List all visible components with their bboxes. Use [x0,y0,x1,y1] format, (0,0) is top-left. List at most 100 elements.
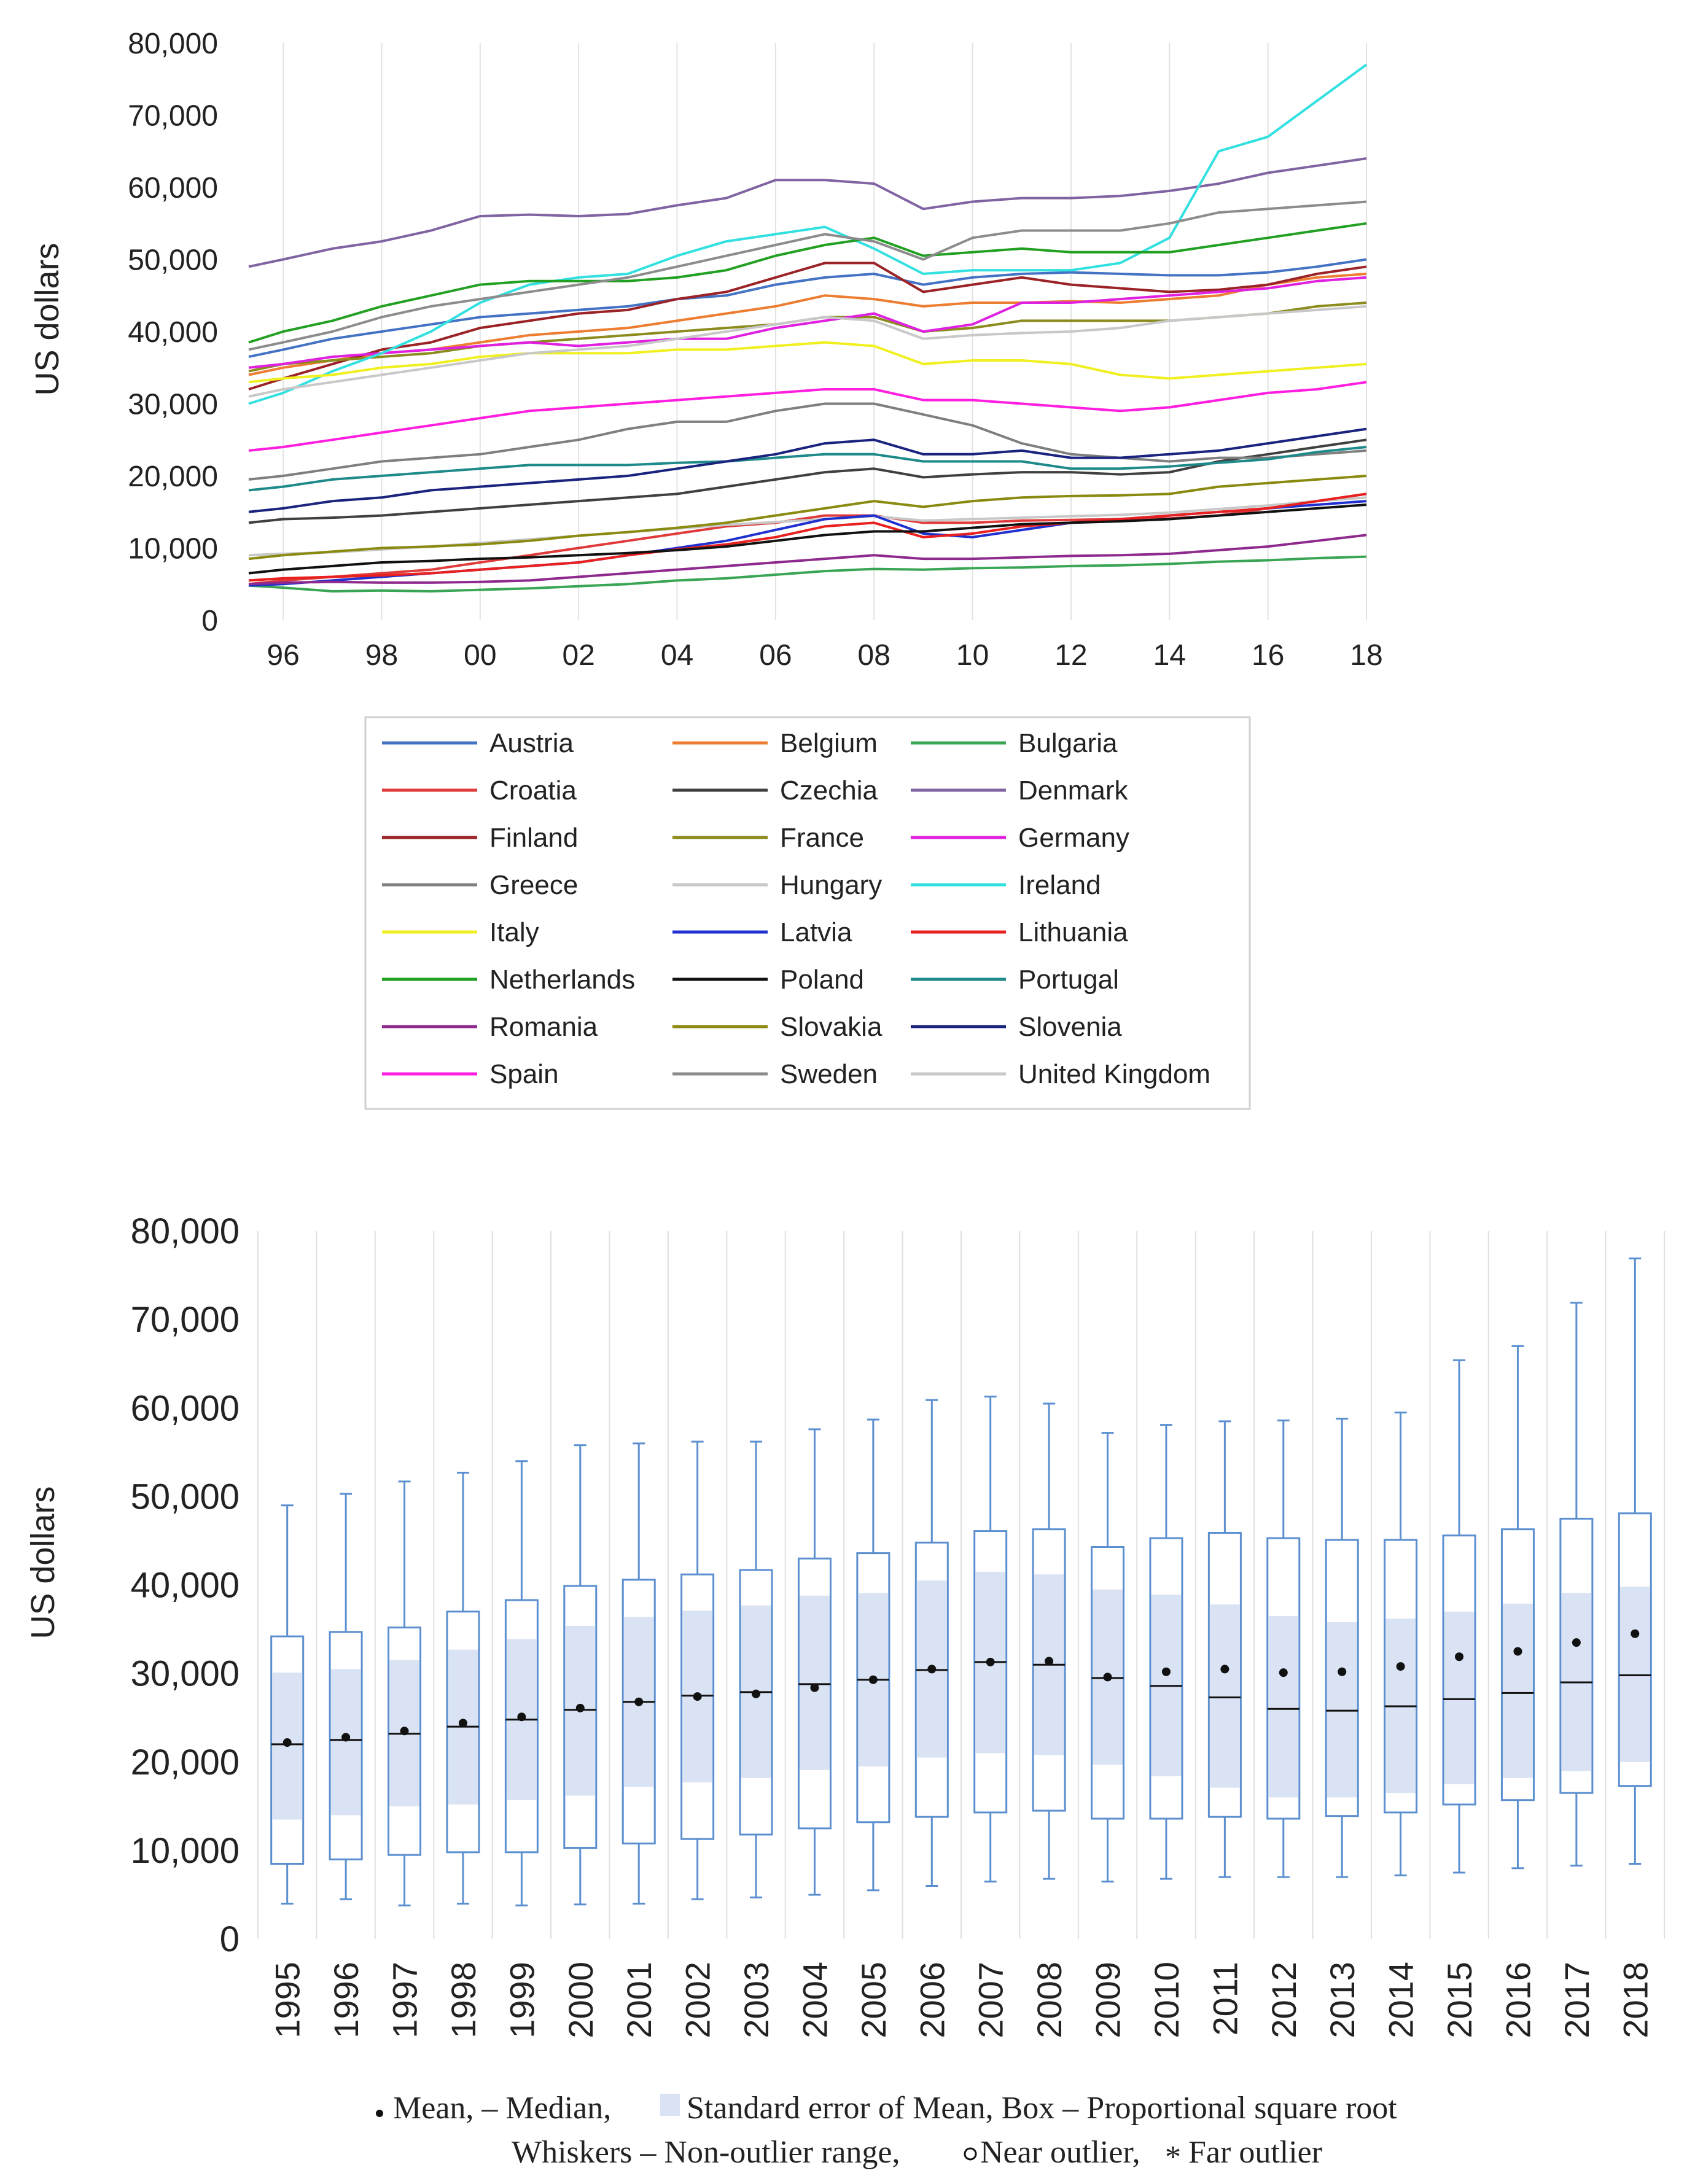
series-line [248,276,1367,369]
se-band [330,1669,361,1816]
legend-entry: France [780,823,864,853]
series-line [248,262,1367,391]
x-tick-label: 02 [562,639,594,672]
box [563,1585,598,1849]
y-tick-label: 20,000 [131,1743,240,1782]
mean-point [400,1727,409,1736]
box [622,1579,656,1844]
box-plot-y-axis-label: US dollars [25,1486,61,1639]
caption-se-box: Standard error of Mean, Box – Proportion… [687,2091,1397,2126]
line-chart-series [248,63,1368,593]
series-line [248,381,1367,452]
x-tick-label: 2007 [972,1962,1010,2038]
far-outlier-icon: * [1165,2140,1181,2175]
series-line [248,492,1367,582]
mean-point [810,1683,819,1692]
mean-point [1279,1668,1288,1677]
y-tick-label: 0 [201,605,218,637]
mean-symbol-icon [376,2110,383,2117]
series-line [248,341,1367,384]
legend-entry: Greece [489,870,578,900]
se-band [799,1595,830,1770]
legend-entry: Slovakia [780,1012,883,1042]
se-band [916,1580,947,1758]
caption-far-outlier: Far outlier [1188,2135,1322,2170]
se-band [1327,1622,1357,1798]
series-line [248,157,1367,268]
caption-near-outlier: Near outlier, [980,2135,1140,2170]
mean-point [458,1719,467,1728]
legend-entry: Romania [489,1012,598,1042]
y-tick-label: 40,000 [128,316,218,349]
y-tick-label: 60,000 [131,1388,240,1428]
x-tick-label: 2012 [1264,1962,1303,2038]
box [914,1541,949,1818]
mean-point [1631,1629,1640,1638]
mean-point [1045,1657,1054,1666]
legend-entry: Sweden [780,1059,878,1089]
x-tick-label: 2018 [1616,1962,1654,2038]
series-line [248,438,1367,524]
box [1618,1512,1652,1787]
legend-entry: United Kingdom [1018,1059,1210,1089]
box-plot-gridlines [257,1231,1665,1939]
mean-point [1572,1638,1581,1647]
x-tick-label: 2004 [795,1962,834,2038]
x-tick-label: 08 [858,639,890,672]
box-plot-caption: Mean, – Median, Standard error of Mean, … [376,2091,1397,2175]
legend-entry: Netherlands [489,965,635,995]
mean-point [575,1703,585,1712]
mean-point [341,1733,351,1742]
x-tick-label: 16 [1252,639,1284,672]
x-tick-label: 2009 [1089,1962,1128,2038]
x-tick-label: 14 [1153,639,1186,672]
box [1266,1537,1301,1820]
legend-entry: Hungary [780,870,882,900]
line-chart-x-ticks: 96 98 00 02 04 06 08 10 12 14 16 18 [267,639,1382,672]
series-line [248,534,1367,586]
box [797,1557,832,1830]
mean-point [927,1665,937,1674]
mean-point [693,1692,702,1701]
y-tick-label: 30,000 [128,389,218,421]
x-tick-label: 2006 [913,1962,951,2038]
x-tick-label: 18 [1350,639,1382,672]
x-tick-label: 1997 [386,1962,424,2038]
x-tick-label: 2015 [1440,1962,1479,2038]
se-band [1093,1589,1123,1765]
se-band [1209,1604,1240,1788]
legend-entry: Czechia [780,775,878,806]
legend-entry: Poland [780,965,864,995]
x-tick-label: 96 [267,639,299,672]
box [388,1626,422,1856]
y-tick-label: 80,000 [131,1211,240,1251]
se-band [1385,1619,1416,1793]
series-line [248,200,1367,351]
mean-point [1103,1673,1112,1682]
series-line [248,492,1367,586]
box [1149,1537,1183,1820]
box [973,1530,1008,1814]
box [1500,1528,1535,1801]
series-line [248,555,1367,593]
se-band [506,1639,537,1800]
x-tick-label: 2017 [1557,1962,1596,2038]
se-band [1151,1595,1182,1776]
x-tick-label: 2016 [1498,1962,1537,2038]
y-tick-label: 50,000 [131,1477,240,1517]
y-tick-label: 70,000 [128,100,218,133]
se-band [1034,1574,1064,1755]
x-tick-label: 2011 [1206,1962,1244,2035]
box [680,1573,715,1840]
series-line [248,305,1367,398]
caption-whiskers: Whiskers – Non-outlier range, [512,2135,900,2170]
x-tick-label: 2013 [1323,1962,1362,2038]
se-band [975,1571,1006,1754]
x-tick-label: 1995 [268,1962,307,2038]
mean-point [1513,1647,1522,1656]
legend-entry: Denmark [1018,775,1128,806]
x-tick-label: 2005 [854,1962,893,2038]
legend-entry: Latvia [780,917,852,947]
mean-point [1220,1665,1229,1674]
x-tick-label: 2001 [620,1962,658,2038]
